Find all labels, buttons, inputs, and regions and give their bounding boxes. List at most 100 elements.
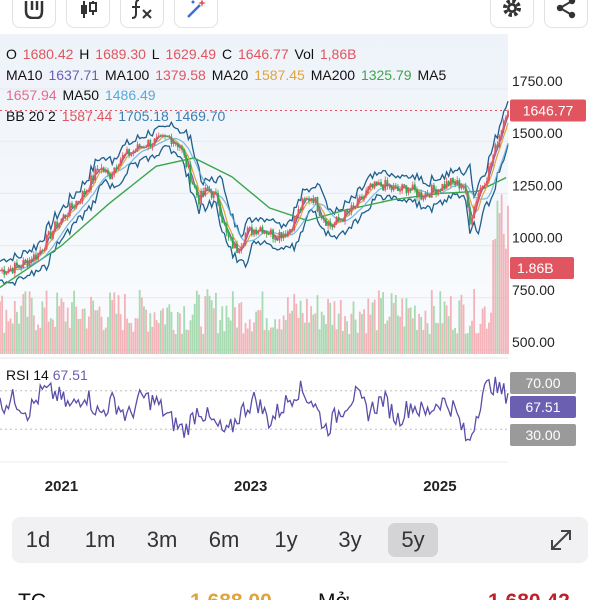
magic-wand-icon <box>187 0 206 18</box>
volume-bar <box>507 205 509 354</box>
candle-body <box>85 190 88 194</box>
ma200-label: MA200 <box>310 66 356 83</box>
volume-bar <box>151 326 154 354</box>
candle-body <box>94 168 97 181</box>
volume-bar <box>219 320 222 354</box>
volume-bar <box>193 303 196 354</box>
volume-bar <box>293 293 296 354</box>
volume-bar <box>329 302 332 354</box>
volume-bar <box>248 319 251 354</box>
rsi-line <box>0 376 509 442</box>
volume-bar <box>479 323 482 354</box>
candle-body <box>179 147 181 149</box>
timeframe-1d[interactable]: 1d <box>25 527 51 552</box>
volume-bar <box>407 308 410 354</box>
candle-body <box>39 250 42 253</box>
volume-value: 1,86B <box>319 46 357 62</box>
settings-button[interactable] <box>490 0 534 28</box>
volume-bar <box>47 321 50 354</box>
volume-bar <box>147 331 150 354</box>
candle-body <box>303 198 306 200</box>
volume-bar <box>56 292 59 354</box>
price-chart[interactable]: 70.00 67.51 30.00 1750.00 1500.00 1250.00 100… <box>0 34 600 504</box>
candle-body <box>267 234 270 235</box>
volume-bar <box>79 318 82 354</box>
volume-bar <box>145 309 147 354</box>
reference-label: TC <box>18 590 46 600</box>
timeframe-3m[interactable]: 3m <box>146 527 178 552</box>
candle-body <box>380 182 382 187</box>
ma100-value: 1379.58 <box>155 66 206 83</box>
volume-bar <box>102 330 105 354</box>
volume-bar <box>210 300 213 354</box>
rsi-current-label: 67.51 <box>525 399 560 415</box>
volume-bar <box>500 194 503 354</box>
candlestick-type-button[interactable] <box>66 0 110 28</box>
volume-bar <box>138 290 141 354</box>
candle-body <box>291 229 293 231</box>
candle-body <box>88 189 90 191</box>
indicator-button[interactable] <box>120 0 164 28</box>
volume-bar <box>246 328 249 354</box>
volume-bar <box>90 296 92 354</box>
volume-bar <box>306 298 308 354</box>
volume-bar <box>441 323 444 354</box>
candle-body <box>270 229 272 235</box>
rsi-30-badge <box>510 424 576 446</box>
candle-body <box>54 221 56 232</box>
candle-body <box>312 198 315 203</box>
timeframe-6m[interactable]: 6m <box>208 527 240 552</box>
volume-bar <box>117 295 120 354</box>
timeframe-1y[interactable]: 1y <box>274 527 298 552</box>
rsi-current-badge <box>510 396 576 418</box>
share-button[interactable] <box>544 0 588 28</box>
volume-bar <box>422 329 425 354</box>
volume-bar <box>409 307 412 354</box>
volume-bar <box>60 298 63 354</box>
candle-body <box>504 117 507 121</box>
volume-bar <box>123 294 126 354</box>
volume-bar <box>155 320 158 354</box>
volume-bar <box>140 297 143 354</box>
timeframe-3y[interactable]: 3y <box>338 527 362 552</box>
candle-body <box>119 159 122 166</box>
drawing-tool-button[interactable] <box>174 0 218 28</box>
volume-bar <box>185 329 188 354</box>
volume-bar <box>107 317 109 354</box>
timeframe-1m[interactable]: 1m <box>84 527 116 552</box>
volume-bar <box>62 302 65 354</box>
volume-bar <box>350 313 353 354</box>
volume-bar <box>413 305 416 354</box>
volume-bar <box>388 316 391 354</box>
volume-bar <box>401 298 404 354</box>
bb-label: BB 20 2 <box>6 107 56 124</box>
volume-bar <box>30 297 33 354</box>
candle-body <box>191 182 194 185</box>
candle-body <box>282 233 285 239</box>
price-tick-label: 500.00 <box>512 334 555 350</box>
candle-body <box>483 185 486 187</box>
candle-body <box>20 267 23 269</box>
pan-tool-button[interactable] <box>12 0 56 28</box>
volume-bar <box>202 333 205 354</box>
candle-body <box>297 209 300 217</box>
volume-bar <box>464 333 467 354</box>
volume-bar <box>157 323 160 354</box>
candle-body <box>229 237 232 239</box>
candle-body <box>466 191 469 207</box>
volume-bar <box>498 213 501 354</box>
candle-body <box>488 166 490 181</box>
candle-body <box>492 155 495 164</box>
volume-bar <box>310 306 313 354</box>
candle-body <box>5 272 8 275</box>
volume-bar <box>221 306 224 354</box>
candle-body <box>361 196 363 200</box>
candle-body <box>439 189 442 191</box>
fullscreen-button[interactable] <box>548 527 574 553</box>
candle-body <box>43 249 46 252</box>
volume-bar <box>174 333 177 354</box>
volume-bar <box>253 322 255 354</box>
candle-body <box>382 186 385 191</box>
volume-bar <box>204 296 207 354</box>
timeframe-5y[interactable]: 5y <box>388 523 438 557</box>
